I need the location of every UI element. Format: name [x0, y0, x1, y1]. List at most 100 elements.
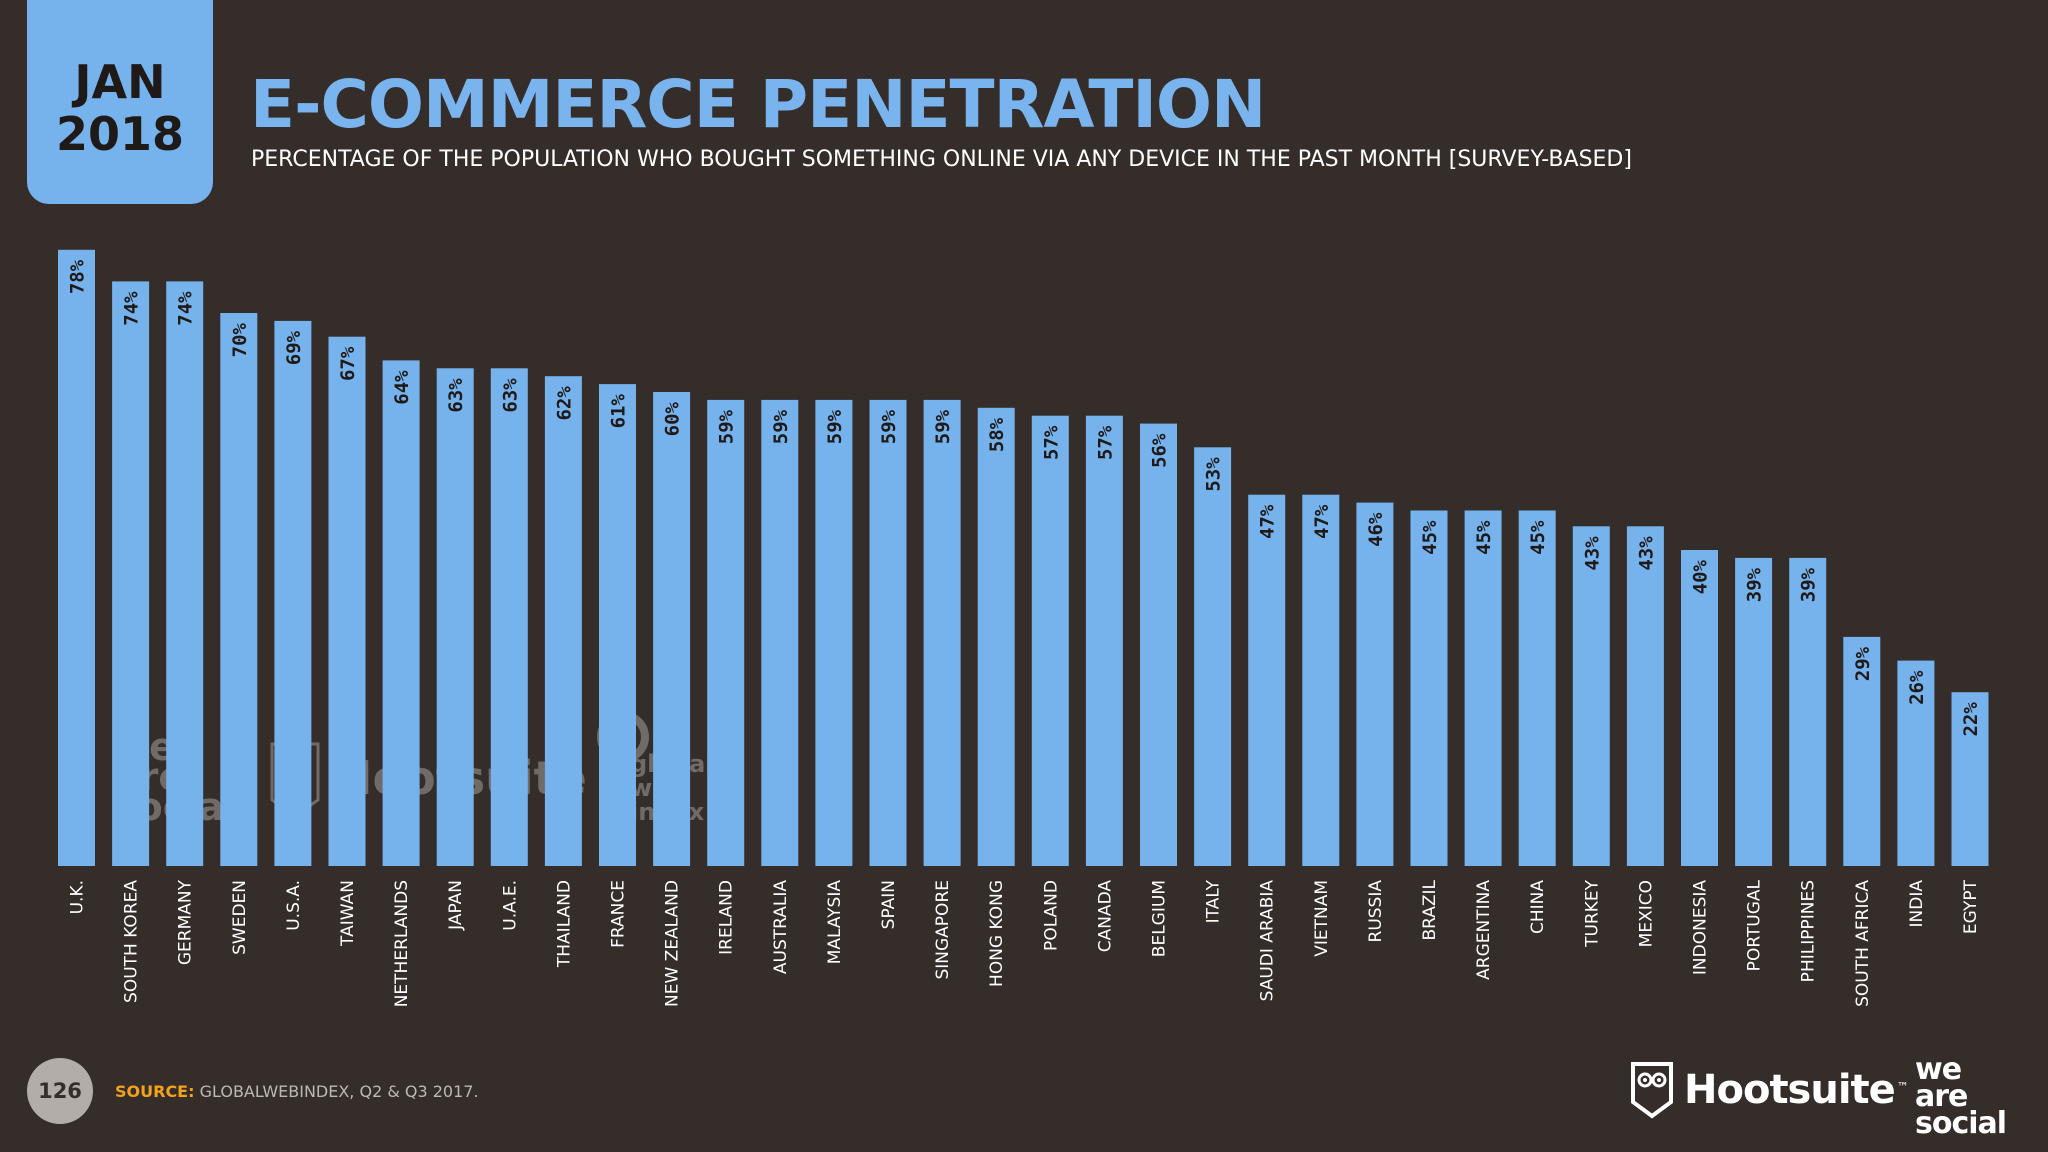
category-label: CHINA: [1528, 880, 1548, 934]
category-label: MEXICO: [1636, 880, 1656, 947]
value-labels-group: 78% 74% 74% 70% 69% 67% 64% 63% 63% 62% 61% 60% 59% 5…: [67, 259, 1983, 736]
bar: [490, 368, 528, 866]
bar: [869, 399, 907, 866]
was-line-1: we: [1915, 1052, 1962, 1087]
bar: [436, 368, 474, 866]
bar: [1626, 526, 1664, 866]
bar: [166, 281, 204, 866]
bar-value-label: 59%: [824, 409, 846, 444]
source-text: GLOBALWEBINDEX, Q2 & Q3 2017.: [199, 1082, 479, 1101]
bar: [1951, 692, 1989, 866]
bar-value-label: 58%: [986, 417, 1008, 452]
hootsuite-logo: Hootsuite ™: [1630, 1060, 1909, 1120]
category-label: JAPAN: [446, 880, 466, 931]
category-label: SOUTH AFRICA: [1853, 880, 1873, 1007]
category-label: SPAIN: [879, 880, 899, 929]
bar: [1843, 636, 1881, 866]
bar: [1681, 550, 1718, 866]
category-label: MALAYSIA: [825, 880, 845, 965]
bar-value-label: 70%: [229, 322, 251, 357]
bar: [328, 336, 366, 866]
bar: [274, 320, 312, 866]
bar: [1302, 494, 1340, 866]
bar: [1897, 660, 1935, 866]
we-are-social-logo: we are social: [1915, 1052, 2007, 1141]
bars-group: [58, 249, 1989, 867]
bar-value-label: 39%: [1744, 567, 1766, 602]
category-label: INDIA: [1907, 880, 1927, 928]
bar-value-label: 45%: [1473, 520, 1495, 555]
category-label: U.A.E.: [500, 880, 520, 931]
bar-value-label: 43%: [1635, 536, 1657, 571]
category-label: HONG KONG: [987, 880, 1007, 987]
bar: [58, 249, 95, 867]
bar-value-label: 43%: [1581, 536, 1603, 571]
bar: [1789, 557, 1827, 866]
bar-value-label: 56%: [1149, 433, 1171, 468]
bar: [1735, 557, 1773, 866]
category-label: NEW ZEALAND: [663, 880, 683, 1007]
bar-value-label: 40%: [1690, 559, 1712, 594]
was-line-3: social: [1915, 1106, 2007, 1141]
bar-value-label: 57%: [1094, 425, 1116, 460]
bar: [1410, 510, 1448, 866]
category-label: INDONESIA: [1691, 880, 1711, 975]
bar: [1140, 423, 1177, 866]
bar: [653, 392, 691, 866]
badge-month: JAN: [74, 55, 166, 109]
page-number: 126: [27, 1058, 93, 1124]
bar: [977, 407, 1015, 866]
bar-value-label: 47%: [1257, 504, 1279, 539]
bar-value-label: 57%: [1040, 425, 1062, 460]
category-label: NETHERLANDS: [392, 880, 412, 1007]
bar-value-label: 45%: [1419, 520, 1441, 555]
bar-value-label: 69%: [283, 330, 305, 365]
bar: [544, 376, 582, 866]
bar-value-label: 59%: [932, 409, 954, 444]
category-label: PHILIPPINES: [1799, 880, 1819, 982]
bar: [761, 399, 799, 866]
category-label: POLAND: [1041, 880, 1061, 951]
bar-value-label: 74%: [175, 291, 197, 326]
bar-value-label: 26%: [1906, 670, 1928, 705]
bar: [1194, 447, 1232, 866]
was-line-2: are: [1915, 1079, 1968, 1114]
category-label: SAUDI ARABIA: [1258, 880, 1278, 1002]
bar-value-label: 59%: [770, 409, 792, 444]
page-subtitle: PERCENTAGE OF THE POPULATION WHO BOUGHT …: [251, 147, 1632, 172]
category-label: SWEDEN: [230, 880, 250, 955]
bar: [1085, 415, 1123, 866]
bar-value-label: 29%: [1852, 646, 1874, 681]
bar: [923, 399, 961, 866]
category-label: SOUTH KOREA: [122, 880, 142, 1003]
bar-value-label: 67%: [337, 346, 359, 381]
page-title: E-COMMERCE PENETRATION: [250, 66, 1266, 143]
bar-value-label: 59%: [878, 409, 900, 444]
source-note: SOURCE: GLOBALWEBINDEX, Q2 & Q3 2017.: [115, 1082, 479, 1101]
bar: [707, 399, 745, 866]
category-label: ARGENTINA: [1474, 880, 1494, 980]
bar: [599, 384, 636, 866]
bar: [1518, 510, 1556, 866]
bar-value-label: 63%: [445, 378, 467, 413]
bar-value-label: 74%: [121, 291, 143, 326]
bar: [1356, 502, 1394, 866]
category-label: RUSSIA: [1366, 880, 1386, 943]
date-badge: JAN 2018: [27, 0, 213, 204]
source-label: SOURCE:: [115, 1082, 195, 1101]
category-label: U.K.: [68, 880, 88, 914]
bar-value-label: 53%: [1203, 457, 1225, 492]
bar-value-label: 62%: [553, 386, 575, 421]
category-label: THAILAND: [554, 880, 574, 968]
hootsuite-wordmark: Hootsuite: [1684, 1067, 1896, 1113]
bar: [1031, 415, 1069, 866]
category-label: PORTUGAL: [1745, 879, 1765, 971]
bar-value-label: 63%: [499, 378, 521, 413]
bar-value-label: 22%: [1960, 702, 1982, 737]
bar: [1248, 494, 1286, 866]
category-label: U.S.A.: [284, 880, 304, 931]
category-label: ITALY: [1204, 879, 1224, 923]
hootsuite-tm: ™: [1896, 1080, 1909, 1094]
bar-value-label: 61%: [608, 394, 630, 429]
